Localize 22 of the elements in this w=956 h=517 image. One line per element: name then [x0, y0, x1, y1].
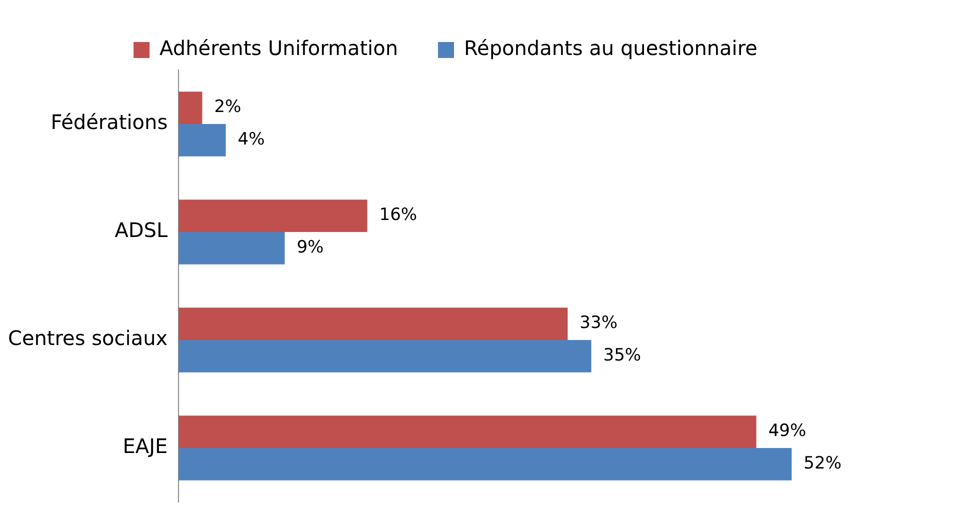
bar — [178, 124, 226, 156]
data-label: 49% — [768, 421, 806, 442]
data-label: 35% — [603, 346, 642, 366]
bar — [178, 448, 792, 480]
bar — [178, 92, 202, 124]
y-tick-label: Centres sociaux — [8, 326, 168, 350]
data-label: 16% — [379, 205, 418, 226]
legend-label: Répondants au questionnaire — [464, 36, 758, 60]
bar — [178, 308, 568, 340]
data-label: 33% — [580, 313, 618, 334]
y-tick-label: ADSL — [114, 218, 168, 242]
bar — [178, 416, 756, 448]
y-tick-label: Fédérations — [50, 110, 168, 134]
y-tick-label: EAJE — [122, 434, 168, 458]
data-label: 52% — [804, 454, 842, 474]
bar — [178, 340, 592, 372]
data-label: 2% — [214, 97, 242, 118]
data-label: 4% — [238, 130, 265, 150]
legend-label: Adhérents Uniformation — [160, 36, 398, 60]
bar — [178, 232, 285, 264]
data-label: 9% — [296, 238, 324, 258]
bar — [178, 200, 368, 232]
